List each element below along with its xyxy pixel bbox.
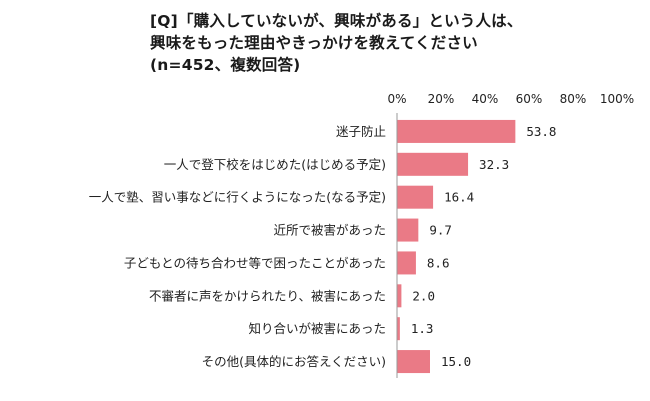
category-label: 不審者に声をかけられたり、被害にあった [149, 288, 386, 303]
x-tick-label: 0% [387, 92, 406, 106]
bar [397, 317, 400, 341]
category-label: その他(具体的にお答えください) [202, 354, 386, 369]
value-label: 2.0 [412, 288, 435, 303]
category-label: 一人で登下校をはじめた(はじめる予定) [164, 157, 386, 172]
value-labels: 53.8 32.3 16.4 9.7 8.6 2.0 1.3 15.0 [411, 124, 557, 369]
bar [397, 218, 419, 242]
x-tick-label: 80% [560, 92, 587, 106]
category-label: 一人で塾、習い事などに行くようになった(なる予定) [89, 190, 386, 205]
value-label: 53.8 [526, 124, 556, 139]
x-tick-label: 20% [428, 92, 455, 106]
bar [397, 185, 434, 209]
chart-title-line-1: [Q]「購入していないが、興味がある」という人は、 [150, 12, 523, 30]
bar [397, 284, 402, 308]
value-label: 16.4 [444, 190, 474, 205]
bar [397, 251, 416, 275]
value-label: 1.3 [411, 321, 434, 336]
category-label: 近所で被害があった [273, 223, 386, 238]
value-label: 8.6 [427, 255, 450, 270]
bar [397, 152, 469, 176]
bar [397, 350, 430, 374]
category-label: 知り合いが被害にあった [248, 321, 386, 336]
chart-title-line-3: (n=452、複数回答) [150, 56, 301, 74]
value-label: 9.7 [429, 223, 452, 238]
x-tick-label: 40% [472, 92, 499, 106]
x-tick-label: 100% [600, 92, 634, 106]
bar [397, 119, 516, 143]
chart-title-line-2: 興味をもった理由やきっかけを教えてください [150, 34, 478, 52]
bars [397, 119, 516, 374]
x-tick-label: 60% [516, 92, 543, 106]
category-label: 迷子防止 [336, 124, 386, 139]
value-label: 32.3 [479, 157, 509, 172]
chart-title: [Q]「購入していないが、興味がある」という人は、 興味をもった理由やきっかけを… [150, 10, 523, 76]
x-axis-ticks: 0% 20% 40% 60% 80% 100% [387, 92, 634, 106]
category-label: 子どもとの待ち合わせ等で困ったことがあった [124, 255, 386, 270]
value-label: 15.0 [441, 354, 471, 369]
